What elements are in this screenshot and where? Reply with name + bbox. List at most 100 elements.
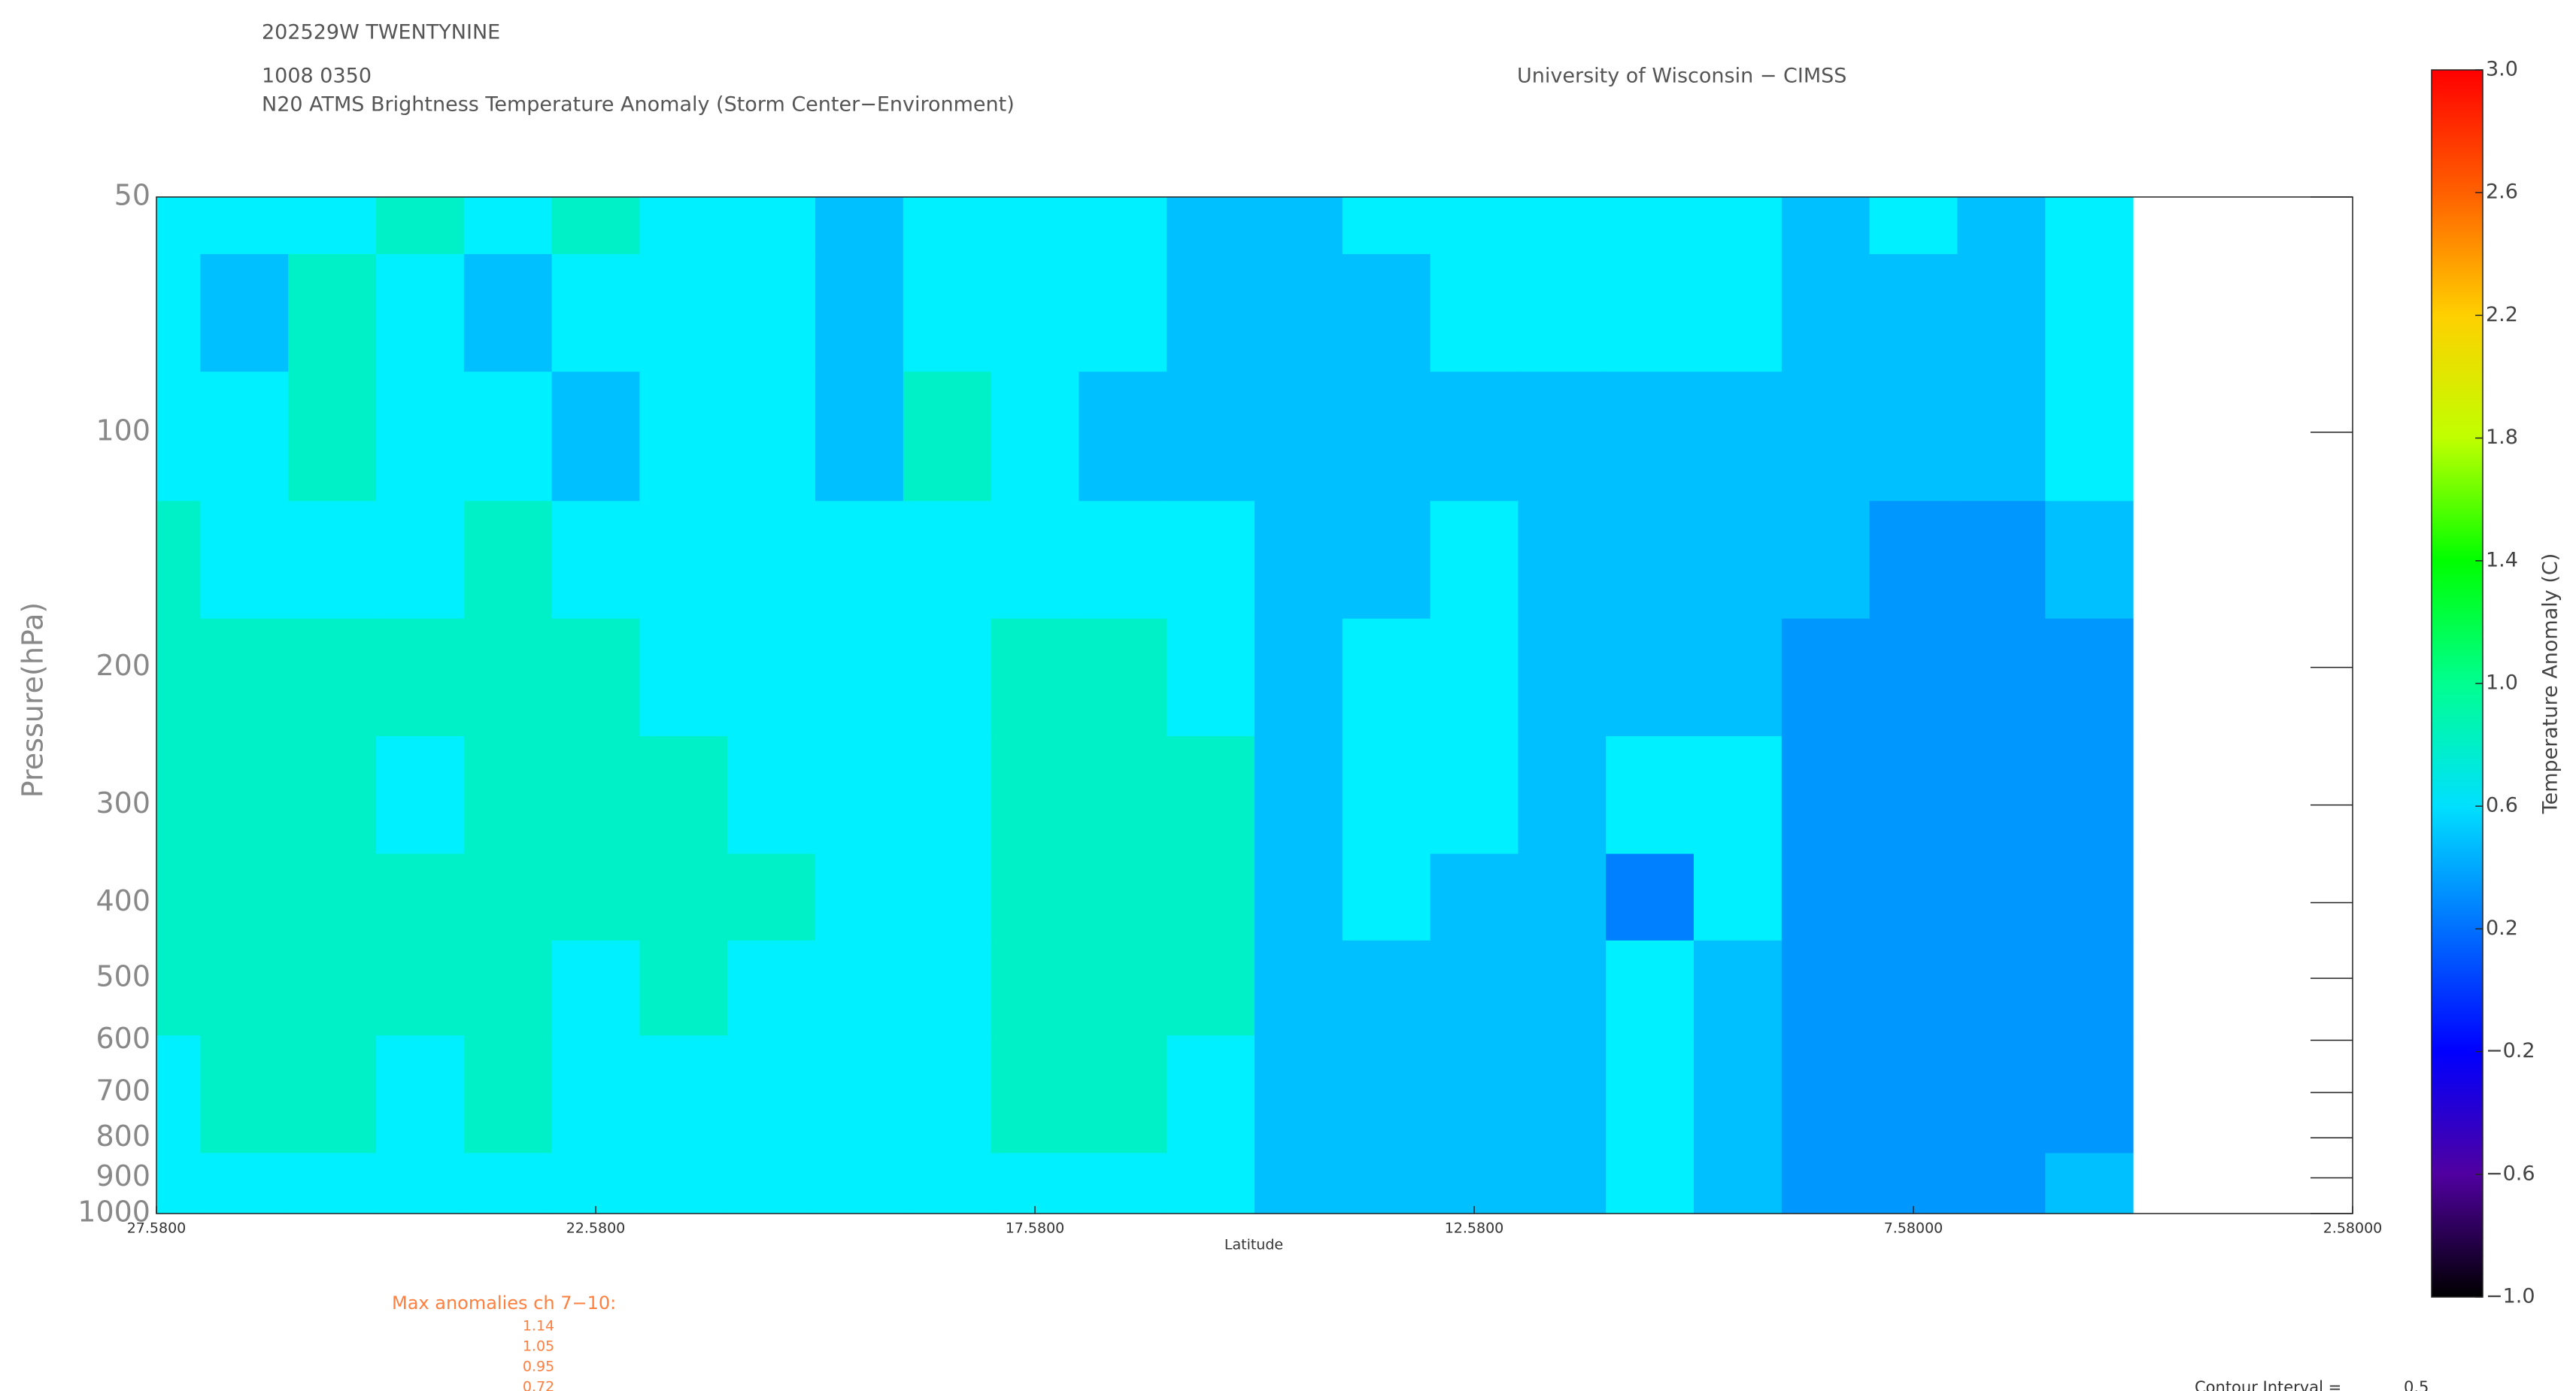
contour-cell (156, 736, 201, 855)
y-tick-label: 300 (96, 786, 150, 820)
contour-cell (1255, 371, 1343, 502)
contour-cell (1255, 1153, 1343, 1214)
contour-cell (376, 618, 465, 737)
contour-cell (1079, 197, 1167, 255)
contour-cell (815, 253, 904, 372)
contour-cell (1694, 853, 1783, 941)
plot-frame (156, 196, 2353, 1214)
contour-cell (1342, 618, 1431, 737)
x-axis-label: Latitude (1224, 1237, 1283, 1253)
contour-cell (1869, 1153, 1958, 1214)
contour-cell (991, 501, 1079, 620)
contour-cell (463, 371, 553, 502)
contour-cell (903, 853, 992, 941)
contour-cell (1957, 371, 2046, 502)
contour-cell (551, 940, 640, 1036)
contour-cell (376, 1035, 465, 1154)
contour-cell (288, 853, 377, 941)
y-tick-label: 800 (96, 1120, 150, 1153)
contour-cell (1079, 736, 1167, 855)
y-tick-label: 900 (96, 1159, 150, 1193)
contour-cell (1694, 618, 1783, 737)
institution: University of Wisconsin − CIMSS (1517, 65, 1846, 88)
contour-cell (1079, 618, 1167, 737)
contour-cell (991, 1153, 1079, 1214)
contour-cell (727, 197, 816, 255)
contour-cell (1167, 736, 1255, 855)
contour-cell (1430, 501, 1519, 620)
contour-cell (1694, 1035, 1783, 1154)
contour-cell (1781, 736, 1871, 855)
contour-cell (815, 940, 904, 1036)
contour-cell (727, 1035, 816, 1154)
contour-cell (1869, 501, 1958, 620)
contour-cell (1606, 853, 1695, 941)
contour-cell (639, 501, 728, 620)
contour-cell (1430, 253, 1519, 372)
contour-cell (551, 371, 640, 502)
colorbar-tick-label: 3.0 (2486, 58, 2518, 81)
contour-cell (1518, 253, 1607, 372)
contour-cell (1869, 940, 1958, 1036)
contour-cell (1518, 618, 1607, 737)
contour-cell (1079, 371, 1167, 502)
max-anomaly-value: 1.05 (523, 1338, 554, 1355)
y-tick-label: 400 (96, 884, 150, 917)
contour-cell (1957, 1035, 2046, 1154)
contour-cell (463, 197, 553, 255)
contour-cell (727, 501, 816, 620)
contour-cell (463, 736, 553, 855)
contour-cell (376, 197, 465, 255)
contour-cell (727, 253, 816, 372)
contour-cell (2045, 736, 2134, 855)
contour-cell (376, 940, 465, 1036)
contour-cell (1606, 1153, 1695, 1214)
contour-cell (1781, 197, 1871, 255)
contour-cell (639, 1153, 728, 1214)
contour-cell (288, 197, 377, 255)
contour-cell (815, 501, 904, 620)
contour-cell (1957, 736, 2046, 855)
contour-cell (1255, 940, 1343, 1036)
contour-cell (991, 253, 1079, 372)
contour-cell (551, 618, 640, 737)
contour-cell (1957, 618, 2046, 737)
contour-cell (1606, 371, 1695, 502)
contour-cell (2045, 253, 2134, 372)
contour-cell (1694, 736, 1783, 855)
contour-cell (727, 618, 816, 737)
contour-cell (815, 371, 904, 502)
contour-cell (1606, 1035, 1695, 1154)
contour-cell (1430, 618, 1519, 737)
contour-cell (1781, 371, 1871, 502)
y-axis-label: Pressure(hPa) (17, 602, 50, 799)
contour-cell (1255, 501, 1343, 620)
contour-cell (1694, 371, 1783, 502)
contour-cell (991, 618, 1079, 737)
contour-cell (551, 253, 640, 372)
contour-cell (1694, 501, 1783, 620)
contour-cell (815, 197, 904, 255)
contour-cell (1781, 853, 1871, 941)
contour-cell (463, 253, 553, 372)
contour-cell (1957, 197, 2046, 255)
contour-cell (2045, 940, 2134, 1036)
contour-cell (727, 940, 816, 1036)
contour-cell (1957, 1153, 2046, 1214)
y-tick-label: 1000 (77, 1196, 150, 1229)
contour-cell (156, 1153, 201, 1214)
x-tick-label: 7.58000 (1884, 1220, 1943, 1237)
contour-cell (200, 940, 289, 1036)
contour-cell (815, 853, 904, 941)
contour-cell (1606, 197, 1695, 255)
colorbar (2431, 69, 2483, 1298)
contour-cell (1342, 940, 1431, 1036)
x-tick-label: 22.5800 (566, 1220, 626, 1237)
contour-cell (1518, 736, 1607, 855)
contour-cell (1079, 1153, 1167, 1214)
colorbar-tick-label: 2.2 (2486, 303, 2518, 326)
colorbar-tick-label: 0.6 (2486, 794, 2518, 817)
contour-cell (288, 253, 377, 372)
contour-cell (200, 501, 289, 620)
contour-cell (200, 1035, 289, 1154)
